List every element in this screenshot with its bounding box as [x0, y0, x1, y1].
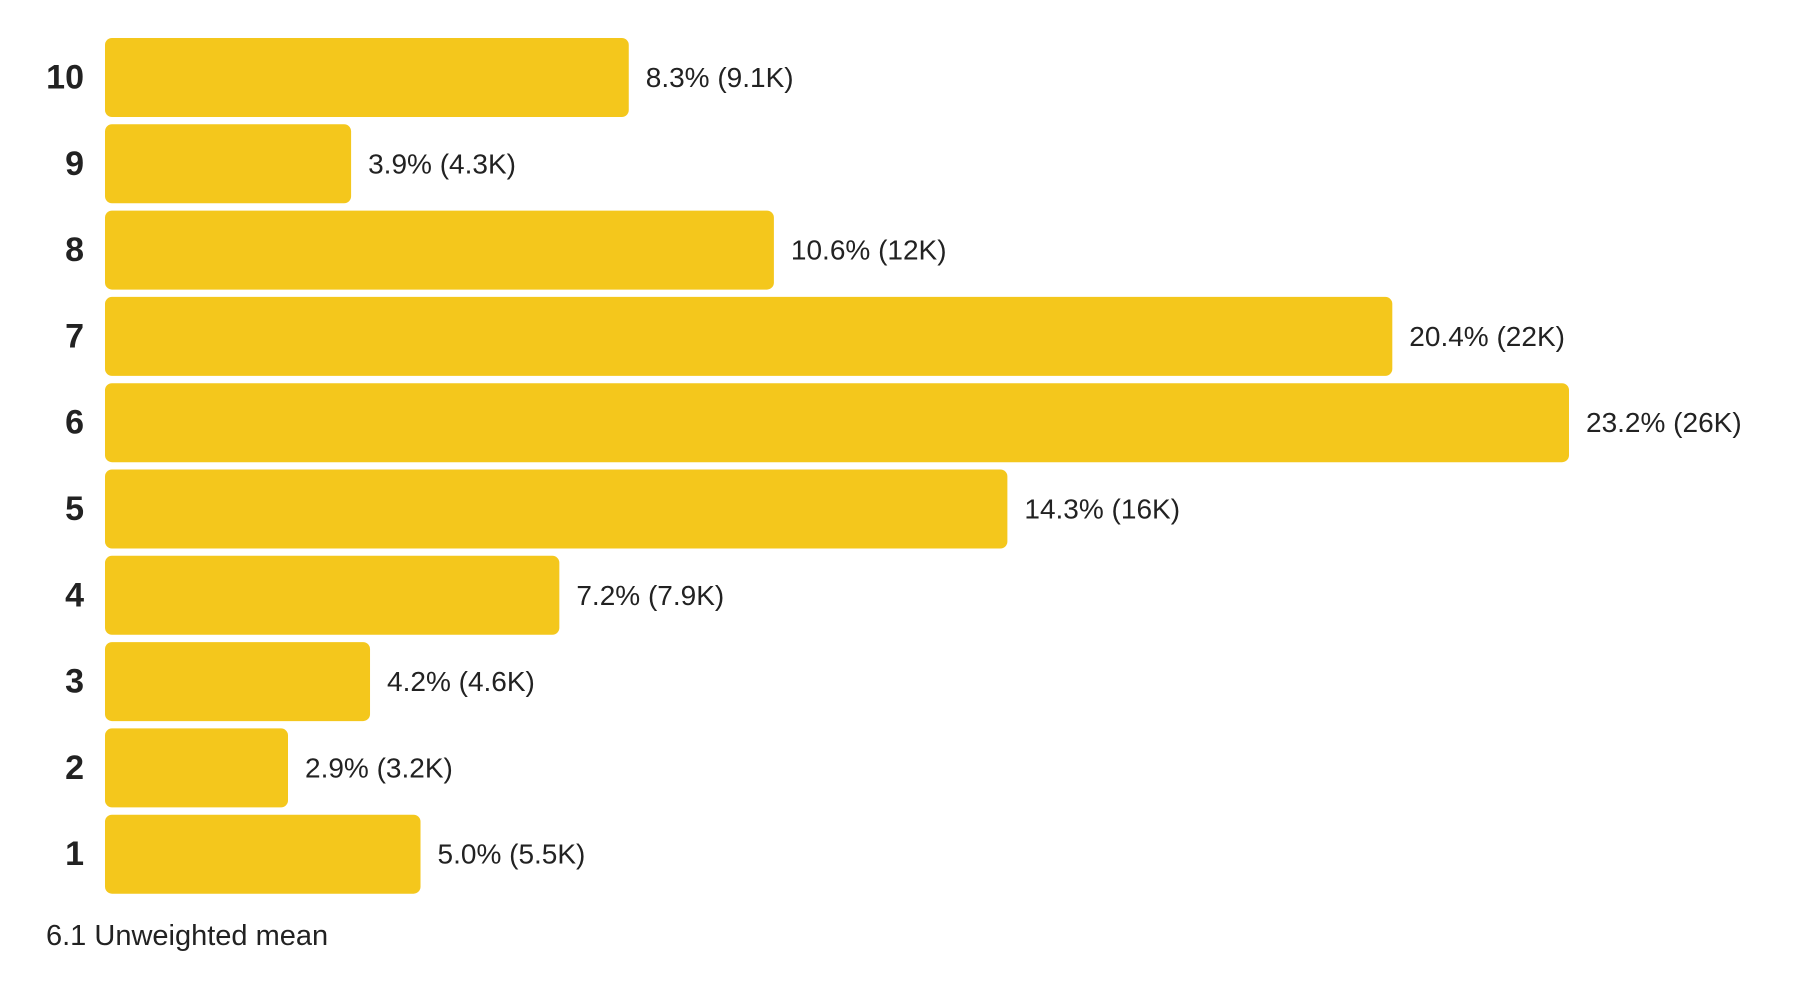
unweighted-mean-note: 6.1 Unweighted mean [46, 920, 329, 952]
value-label-4: 7.2% (7.9K) [576, 580, 724, 611]
bar-rating-1 [105, 814, 421, 894]
category-label-2: 2 [65, 749, 84, 787]
category-label-6: 6 [65, 404, 84, 442]
category-label-4: 4 [65, 576, 84, 614]
value-label-1: 5.0% (5.5K) [438, 839, 586, 870]
value-label-5: 14.3% (16K) [1024, 494, 1180, 525]
value-label-9: 3.9% (4.3K) [368, 148, 516, 179]
category-label-7: 7 [65, 317, 84, 355]
category-label-5: 5 [65, 490, 84, 528]
value-label-8: 10.6% (12K) [791, 235, 947, 266]
category-label-8: 8 [65, 231, 84, 269]
category-label-10: 10 [46, 59, 84, 97]
value-label-10: 8.3% (9.1K) [646, 62, 794, 93]
bar-rating-10 [105, 38, 629, 117]
bar-rating-9 [105, 124, 352, 204]
bar-rating-7 [105, 296, 1393, 376]
value-label-3: 4.2% (4.6K) [387, 666, 535, 697]
bar-rating-6 [105, 383, 1569, 463]
bar-rating-8 [105, 210, 774, 290]
category-label-3: 3 [65, 663, 84, 701]
value-label-6: 23.2% (26K) [1586, 407, 1742, 438]
bar-rating-4 [105, 555, 560, 635]
bar-rating-3 [105, 642, 371, 722]
value-label-2: 2.9% (3.2K) [305, 752, 453, 783]
bar-rating-2 [105, 728, 288, 808]
category-label-9: 9 [65, 145, 84, 183]
category-label-1: 1 [65, 835, 84, 873]
value-label-7: 20.4% (22K) [1409, 321, 1565, 352]
bar-rating-5 [105, 469, 1008, 549]
